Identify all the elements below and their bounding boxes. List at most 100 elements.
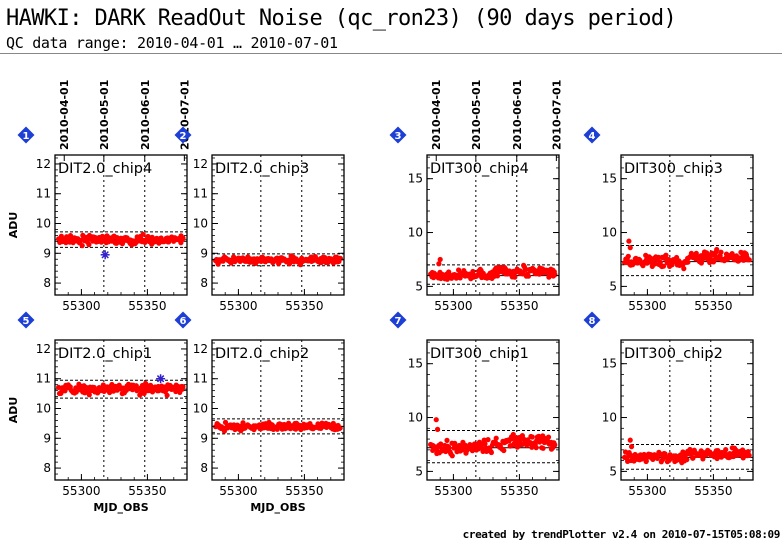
data-point — [533, 445, 539, 451]
data-point — [56, 384, 62, 390]
y-tick-label: 12 — [36, 157, 51, 171]
data-point — [501, 447, 507, 454]
y-tick-label: 10 — [193, 402, 208, 416]
y-tick-label: 8 — [200, 276, 208, 290]
data-point — [482, 441, 488, 447]
data-point — [510, 431, 516, 438]
date-tick-label: 2010-06-01 — [139, 80, 152, 150]
panel-4: 4 DIT300_chip3 5 10 15 55300 55350 — [583, 126, 754, 313]
panel-title: DIT2.0_chip4 — [58, 161, 152, 177]
data-point — [470, 268, 476, 275]
y-tick-label: 10 — [36, 217, 51, 231]
data-point — [718, 249, 724, 255]
panel-number: 6 — [180, 316, 187, 327]
data-point — [433, 417, 439, 423]
data-point — [434, 426, 441, 432]
data-point — [164, 392, 170, 398]
diamond-number-icon — [174, 126, 192, 144]
x-tick-label: 55300 — [219, 299, 257, 313]
y-tick-label: 9 — [43, 246, 51, 260]
data-point — [180, 235, 186, 241]
y-tick-label: 15 — [602, 357, 617, 371]
data-point — [222, 419, 229, 425]
data-point — [723, 447, 729, 453]
x-tick-label: 55300 — [434, 484, 472, 498]
data-point — [141, 390, 147, 396]
data-point — [437, 256, 443, 263]
y-tick-label: 15 — [602, 172, 617, 186]
y-axis-label: ADU — [7, 212, 20, 239]
y-tick-label: 11 — [193, 187, 208, 201]
y-tick-label: 10 — [408, 411, 423, 425]
data-point — [681, 266, 687, 272]
data-point — [627, 437, 633, 443]
panel-number: 2 — [180, 131, 187, 142]
data-range-subtitle: QC data range: 2010-04-01 … 2010-07-01 — [6, 34, 338, 52]
x-axis-label: MJD_OBS — [93, 501, 148, 514]
data-point — [627, 245, 633, 251]
data-point — [494, 273, 501, 279]
y-tick-label: 12 — [193, 157, 208, 171]
y-tick-label: 5 — [415, 464, 423, 478]
data-point — [86, 242, 92, 248]
data-point — [625, 253, 631, 259]
y-tick-label: 11 — [36, 187, 51, 201]
date-tick-label: 2010-04-01 — [58, 80, 71, 150]
data-point — [545, 434, 552, 440]
panel-3: 3 DIT300_chip4 5 10 15 55300 55350 2010-04-01 20… — [389, 80, 563, 313]
y-tick-label: 12 — [193, 342, 208, 356]
x-tick-label: 55300 — [62, 484, 100, 498]
y-tick-label: 5 — [609, 464, 617, 478]
data-point — [512, 274, 518, 280]
asterisk-stroke — [101, 251, 109, 259]
data-point — [552, 442, 558, 448]
y-tick-label: 12 — [36, 342, 51, 356]
data-point — [443, 448, 449, 455]
y-tick-label: 11 — [36, 372, 51, 386]
diamond-number-icon — [389, 126, 407, 144]
panel-6: 6 DIT2.0_chip2 8 9 10 11 12 55300 55350 MJD_OBS — [174, 311, 345, 514]
date-tick-label: 2010-04-01 — [430, 80, 443, 150]
data-point — [436, 261, 442, 267]
data-point — [180, 384, 186, 390]
data-point — [746, 452, 752, 458]
data-point — [626, 238, 632, 244]
data-point — [700, 456, 706, 462]
panel-title: DIT300_chip4 — [430, 161, 529, 177]
data-point — [63, 240, 69, 246]
panel-title: DIT2.0_chip3 — [215, 161, 309, 177]
x-tick-label: 55350 — [128, 484, 166, 498]
page-title: HAWKI: DARK ReadOut Noise (qc_ron23) (90… — [6, 6, 677, 31]
date-tick-label: 2010-06-01 — [511, 80, 524, 150]
date-tick-label: 2010-05-01 — [98, 80, 111, 150]
panel-8: 8 DIT300_chip2 5 10 15 55300 55350 — [583, 311, 754, 498]
y-tick-label: 8 — [43, 276, 51, 290]
panel-number: 7 — [395, 316, 402, 327]
panel-title: DIT300_chip3 — [624, 161, 723, 177]
x-tick-label: 55350 — [285, 299, 323, 313]
panel-title: DIT2.0_chip1 — [58, 346, 152, 362]
date-tick-label: 2010-05-01 — [470, 80, 483, 150]
x-axis-label: MJD_OBS — [250, 501, 305, 514]
data-point — [444, 437, 450, 443]
asterisk-marker-icon — [100, 250, 110, 260]
data-point — [529, 434, 535, 440]
x-tick-label: 55300 — [219, 484, 257, 498]
y-tick-label: 9 — [200, 431, 208, 445]
panel-number: 3 — [395, 131, 402, 142]
diamond-number-icon — [583, 311, 601, 329]
panel-2: 2 DIT2.0_chip3 8 9 10 11 12 55300 55350 — [174, 126, 345, 313]
y-tick-label: 9 — [43, 431, 51, 445]
y-tick-label: 5 — [415, 279, 423, 293]
x-tick-label: 55350 — [128, 299, 166, 313]
x-tick-label: 55300 — [434, 299, 472, 313]
asterisk-stroke — [156, 375, 165, 383]
data-point — [684, 457, 690, 463]
data-point — [540, 445, 546, 451]
data-point — [286, 261, 293, 267]
y-tick-label: 10 — [36, 402, 51, 416]
data-point — [746, 257, 752, 263]
y-axis-label: ADU — [7, 397, 20, 424]
data-point — [643, 458, 649, 464]
x-tick-label: 55300 — [628, 299, 666, 313]
